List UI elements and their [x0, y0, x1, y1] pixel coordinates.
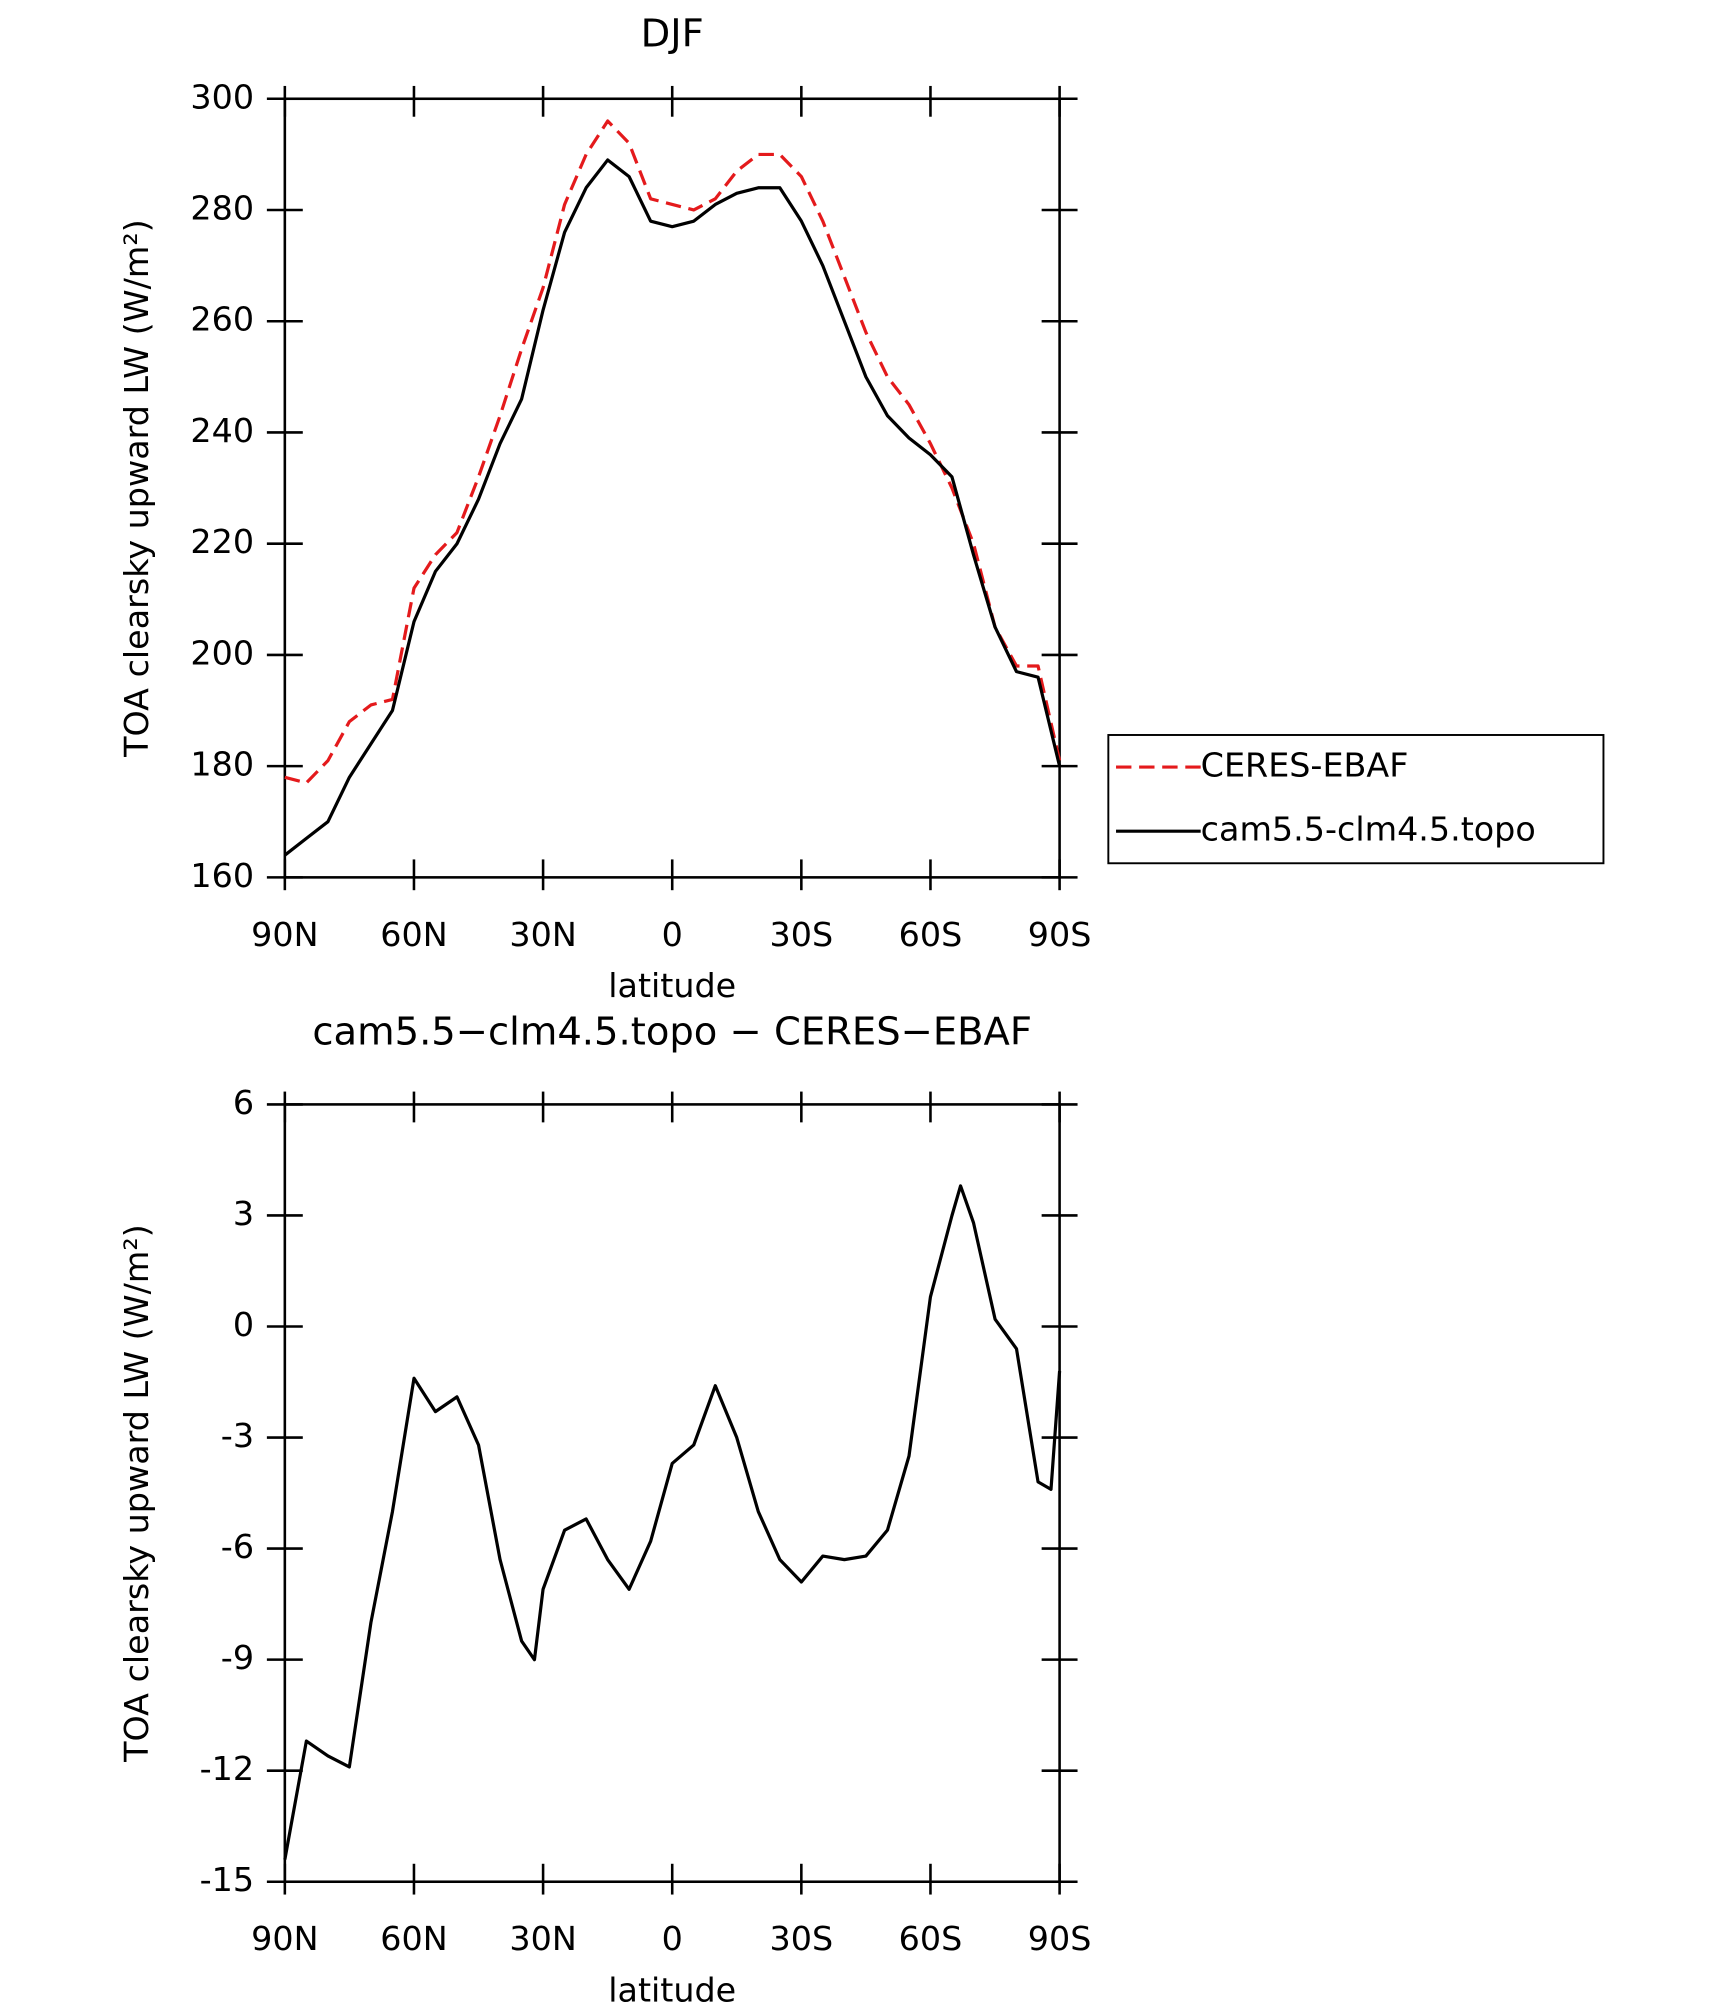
plot-frame: [283, 97, 1061, 879]
x-tick-label: 0: [662, 1919, 683, 1958]
y-tick-label: 0: [233, 1305, 254, 1344]
x-axis-label: latitude: [608, 966, 736, 1005]
y-tick-label: -6: [221, 1527, 254, 1566]
y-tick-label: -12: [200, 1749, 254, 1788]
x-tick-label: 30S: [770, 1919, 834, 1958]
y-tick-label: 200: [190, 633, 254, 672]
y-tick-label: -3: [221, 1416, 254, 1455]
y-tick-label: 260: [190, 300, 254, 339]
plot-frame: [283, 1103, 1061, 1884]
x-tick-label: 60S: [899, 915, 963, 954]
x-tick-label: 90S: [1028, 915, 1092, 954]
y-axis-label: TOA clearsky upward LW (W/m²): [117, 219, 156, 758]
data-line: [283, 1184, 1062, 1860]
y-tick-label: -15: [200, 1860, 254, 1899]
data-line: [284, 119, 1062, 785]
x-tick-label: 30N: [509, 915, 576, 954]
y-axis-label: TOA clearsky upward LW (W/m²): [117, 1224, 156, 1763]
x-axis-label: latitude: [608, 1971, 736, 2010]
legend-label: CERES-EBAF: [1201, 746, 1409, 785]
y-tick-label: 220: [190, 522, 254, 561]
y-tick-label: 300: [190, 77, 254, 116]
chart-title: cam5.5−clm4.5.topo − CERES−EBAF: [312, 1009, 1032, 1054]
legend-box: [1107, 734, 1605, 865]
x-tick-label: 30S: [770, 915, 834, 954]
x-tick-label: 60N: [380, 915, 447, 954]
y-tick-label: -9: [221, 1638, 254, 1677]
x-tick-label: 90N: [251, 1919, 318, 1958]
data-line: [283, 158, 1062, 857]
chart-title: DJF: [641, 11, 704, 56]
x-tick-label: 90S: [1028, 1919, 1092, 1958]
y-tick-label: 180: [190, 745, 254, 784]
y-tick-label: 240: [190, 411, 254, 450]
x-tick-label: 90N: [251, 915, 318, 954]
y-tick-label: 280: [190, 188, 254, 227]
x-tick-label: 60N: [380, 1919, 447, 1958]
y-tick-label: 160: [190, 856, 254, 895]
legend-label: cam5.5-clm4.5.topo: [1201, 810, 1536, 849]
y-tick-label: 6: [233, 1083, 254, 1122]
x-tick-label: 0: [662, 915, 683, 954]
x-tick-label: 60S: [899, 1919, 963, 1958]
y-tick-label: 3: [233, 1194, 254, 1233]
x-tick-label: 30N: [509, 1919, 576, 1958]
